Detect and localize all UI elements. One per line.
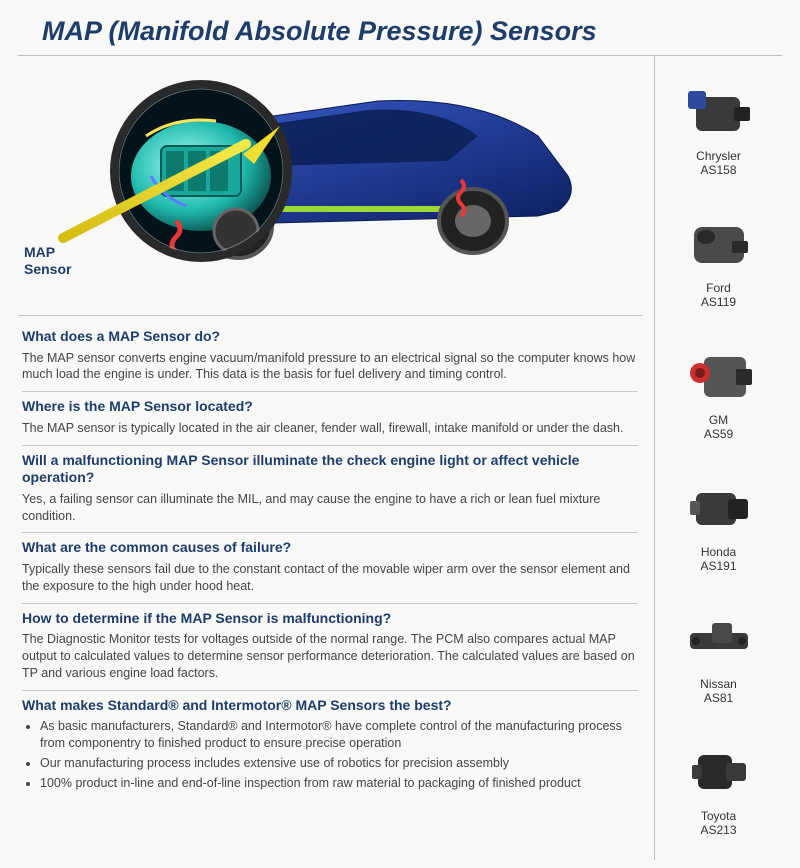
product-name: Honda: [701, 545, 736, 559]
product-code: AS158: [700, 163, 736, 177]
qa-question: What are the common causes of failure?: [22, 539, 638, 557]
product-card: Toyota AS213: [655, 739, 782, 838]
qa-block: What are the common causes of failure? T…: [22, 533, 638, 603]
hero-label: MAP Sensor: [24, 244, 71, 278]
product-code: AS191: [700, 559, 736, 573]
sensor-icon: [682, 343, 756, 409]
qa-bullet: As basic manufacturers, Standard® and In…: [40, 718, 638, 752]
sensor-icon: [682, 739, 756, 805]
product-card: Nissan AS81: [655, 607, 782, 706]
qa-question: What does a MAP Sensor do?: [22, 328, 638, 346]
qa-answer: Yes, a failing sensor can illuminate the…: [22, 491, 638, 525]
qa-answer-list: As basic manufacturers, Standard® and In…: [22, 718, 638, 792]
sensor-icon: [682, 607, 756, 673]
hero-illustration: MAP Sensor: [18, 56, 642, 316]
qa-question: Will a malfunctioning MAP Sensor illumin…: [22, 452, 638, 487]
product-code: AS119: [701, 295, 736, 309]
product-name: Ford: [706, 281, 731, 295]
qa-answer: The MAP sensor is typically located in t…: [22, 420, 638, 437]
qa-answer: The MAP sensor converts engine vacuum/ma…: [22, 350, 638, 384]
qa-question: What makes Standard® and Intermotor® MAP…: [22, 697, 638, 715]
main-column: MAP Sensor What does a MAP Sensor do? Th…: [18, 56, 646, 860]
hero-label-line1: MAP: [24, 244, 55, 260]
qa-section: What does a MAP Sensor do? The MAP senso…: [18, 316, 642, 803]
page-title: MAP (Manifold Absolute Pressure) Sensors: [18, 12, 782, 56]
product-name: Toyota: [701, 809, 736, 823]
product-sidebar: Chrysler AS158 Ford AS119 G: [654, 56, 782, 860]
sensor-icon: [682, 211, 756, 277]
page-root: MAP (Manifold Absolute Pressure) Sensors: [0, 0, 800, 868]
qa-bullet: 100% product in-line and end-of-line ins…: [40, 775, 638, 792]
qa-question: Where is the MAP Sensor located?: [22, 398, 638, 416]
product-name: Chrysler: [696, 149, 741, 163]
qa-block: What makes Standard® and Intermotor® MAP…: [22, 691, 638, 803]
qa-answer: Typically these sensors fail due to the …: [22, 561, 638, 595]
product-code: AS213: [700, 823, 736, 837]
pointer-arrow-icon: [48, 126, 288, 246]
product-card: Chrysler AS158: [655, 79, 782, 178]
qa-question: How to determine if the MAP Sensor is ma…: [22, 610, 638, 628]
qa-block: Where is the MAP Sensor located? The MAP…: [22, 392, 638, 445]
product-name: GM: [709, 413, 728, 427]
product-card: GM AS59: [655, 343, 782, 442]
qa-block: Will a malfunctioning MAP Sensor illumin…: [22, 446, 638, 534]
qa-block: What does a MAP Sensor do? The MAP senso…: [22, 322, 638, 392]
sensor-icon: [682, 475, 756, 541]
product-card: Honda AS191: [655, 475, 782, 574]
content-area: MAP Sensor What does a MAP Sensor do? Th…: [18, 56, 782, 860]
product-code: AS59: [704, 427, 733, 441]
product-name: Nissan: [700, 677, 737, 691]
hero-label-line2: Sensor: [24, 261, 71, 277]
qa-block: How to determine if the MAP Sensor is ma…: [22, 604, 638, 691]
qa-answer: The Diagnostic Monitor tests for voltage…: [22, 631, 638, 682]
product-card: Ford AS119: [655, 211, 782, 310]
qa-bullet: Our manufacturing process includes exten…: [40, 755, 638, 772]
product-code: AS81: [704, 691, 733, 705]
sensor-icon: [682, 79, 756, 145]
